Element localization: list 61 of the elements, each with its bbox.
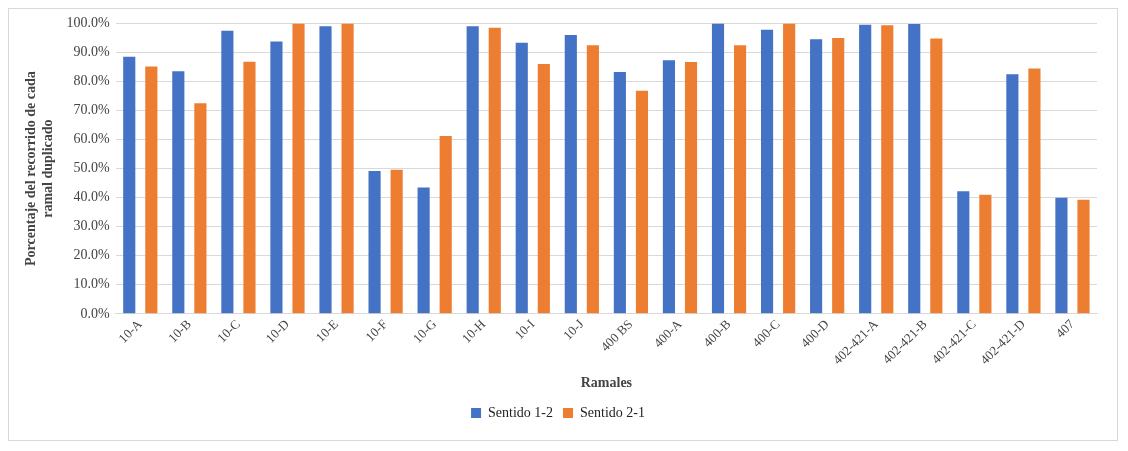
bar [979, 194, 992, 314]
x-tick-label: 10-I [511, 316, 538, 343]
bar [760, 29, 774, 314]
bar [613, 71, 626, 314]
bar [1006, 74, 1019, 314]
bar [1055, 197, 1068, 314]
bar [292, 23, 305, 314]
y-tick-label: 20.0% [73, 247, 111, 263]
bar [1028, 68, 1041, 314]
bar [957, 191, 970, 314]
bar [439, 136, 452, 314]
bar [930, 38, 943, 314]
bar [832, 37, 845, 314]
bar [810, 39, 823, 314]
bar [635, 90, 649, 314]
bar [908, 23, 921, 314]
bar [564, 35, 577, 314]
bar [711, 23, 725, 314]
legend-label: Sentido 2-1 [580, 404, 645, 420]
x-axis-title: Ramales [580, 375, 633, 391]
x-tick-label: 10-E [312, 316, 342, 345]
bar [586, 45, 599, 314]
bar [243, 61, 256, 314]
bar [390, 169, 403, 314]
bar [221, 30, 234, 314]
bar [783, 23, 796, 314]
y-tick-label: 90.0% [73, 44, 111, 60]
x-tick-label: 400 BS [597, 316, 636, 355]
y-tick-label: 50.0% [73, 160, 111, 176]
bar [515, 42, 528, 314]
y-tick-label: 60.0% [73, 131, 111, 147]
bar [734, 45, 747, 314]
y-tick-label: 100.0% [66, 15, 111, 31]
bar [859, 24, 872, 314]
y-tick-label: 0.0% [80, 305, 111, 321]
bar [172, 71, 185, 314]
y-tick-label: 70.0% [73, 102, 111, 118]
bar [123, 56, 136, 314]
bar [145, 66, 158, 314]
y-tick-label: 10.0% [73, 276, 111, 292]
y-tick-label: 40.0% [73, 189, 111, 205]
bar [368, 170, 381, 314]
bar [319, 26, 332, 314]
bar [341, 23, 354, 314]
bar [1077, 199, 1090, 314]
bar [194, 103, 207, 314]
x-tick-label: 10-J [559, 316, 587, 343]
bar [662, 60, 676, 314]
bar [488, 27, 501, 314]
bar [270, 41, 283, 314]
bar [881, 25, 894, 314]
bar [466, 26, 479, 314]
y-axis-title: Porcentaje del recorrido de cada ramal duplicado [23, 71, 55, 266]
legend-label: Sentido 1-2 [488, 404, 554, 420]
y-tick-label: 80.0% [73, 73, 111, 89]
y-tick-label: 30.0% [73, 218, 111, 234]
bar [537, 64, 550, 314]
x-tick-label: 407 [1052, 315, 1078, 341]
bar [417, 187, 430, 314]
bar [684, 62, 698, 314]
x-tick-label: 10-A [115, 315, 146, 346]
